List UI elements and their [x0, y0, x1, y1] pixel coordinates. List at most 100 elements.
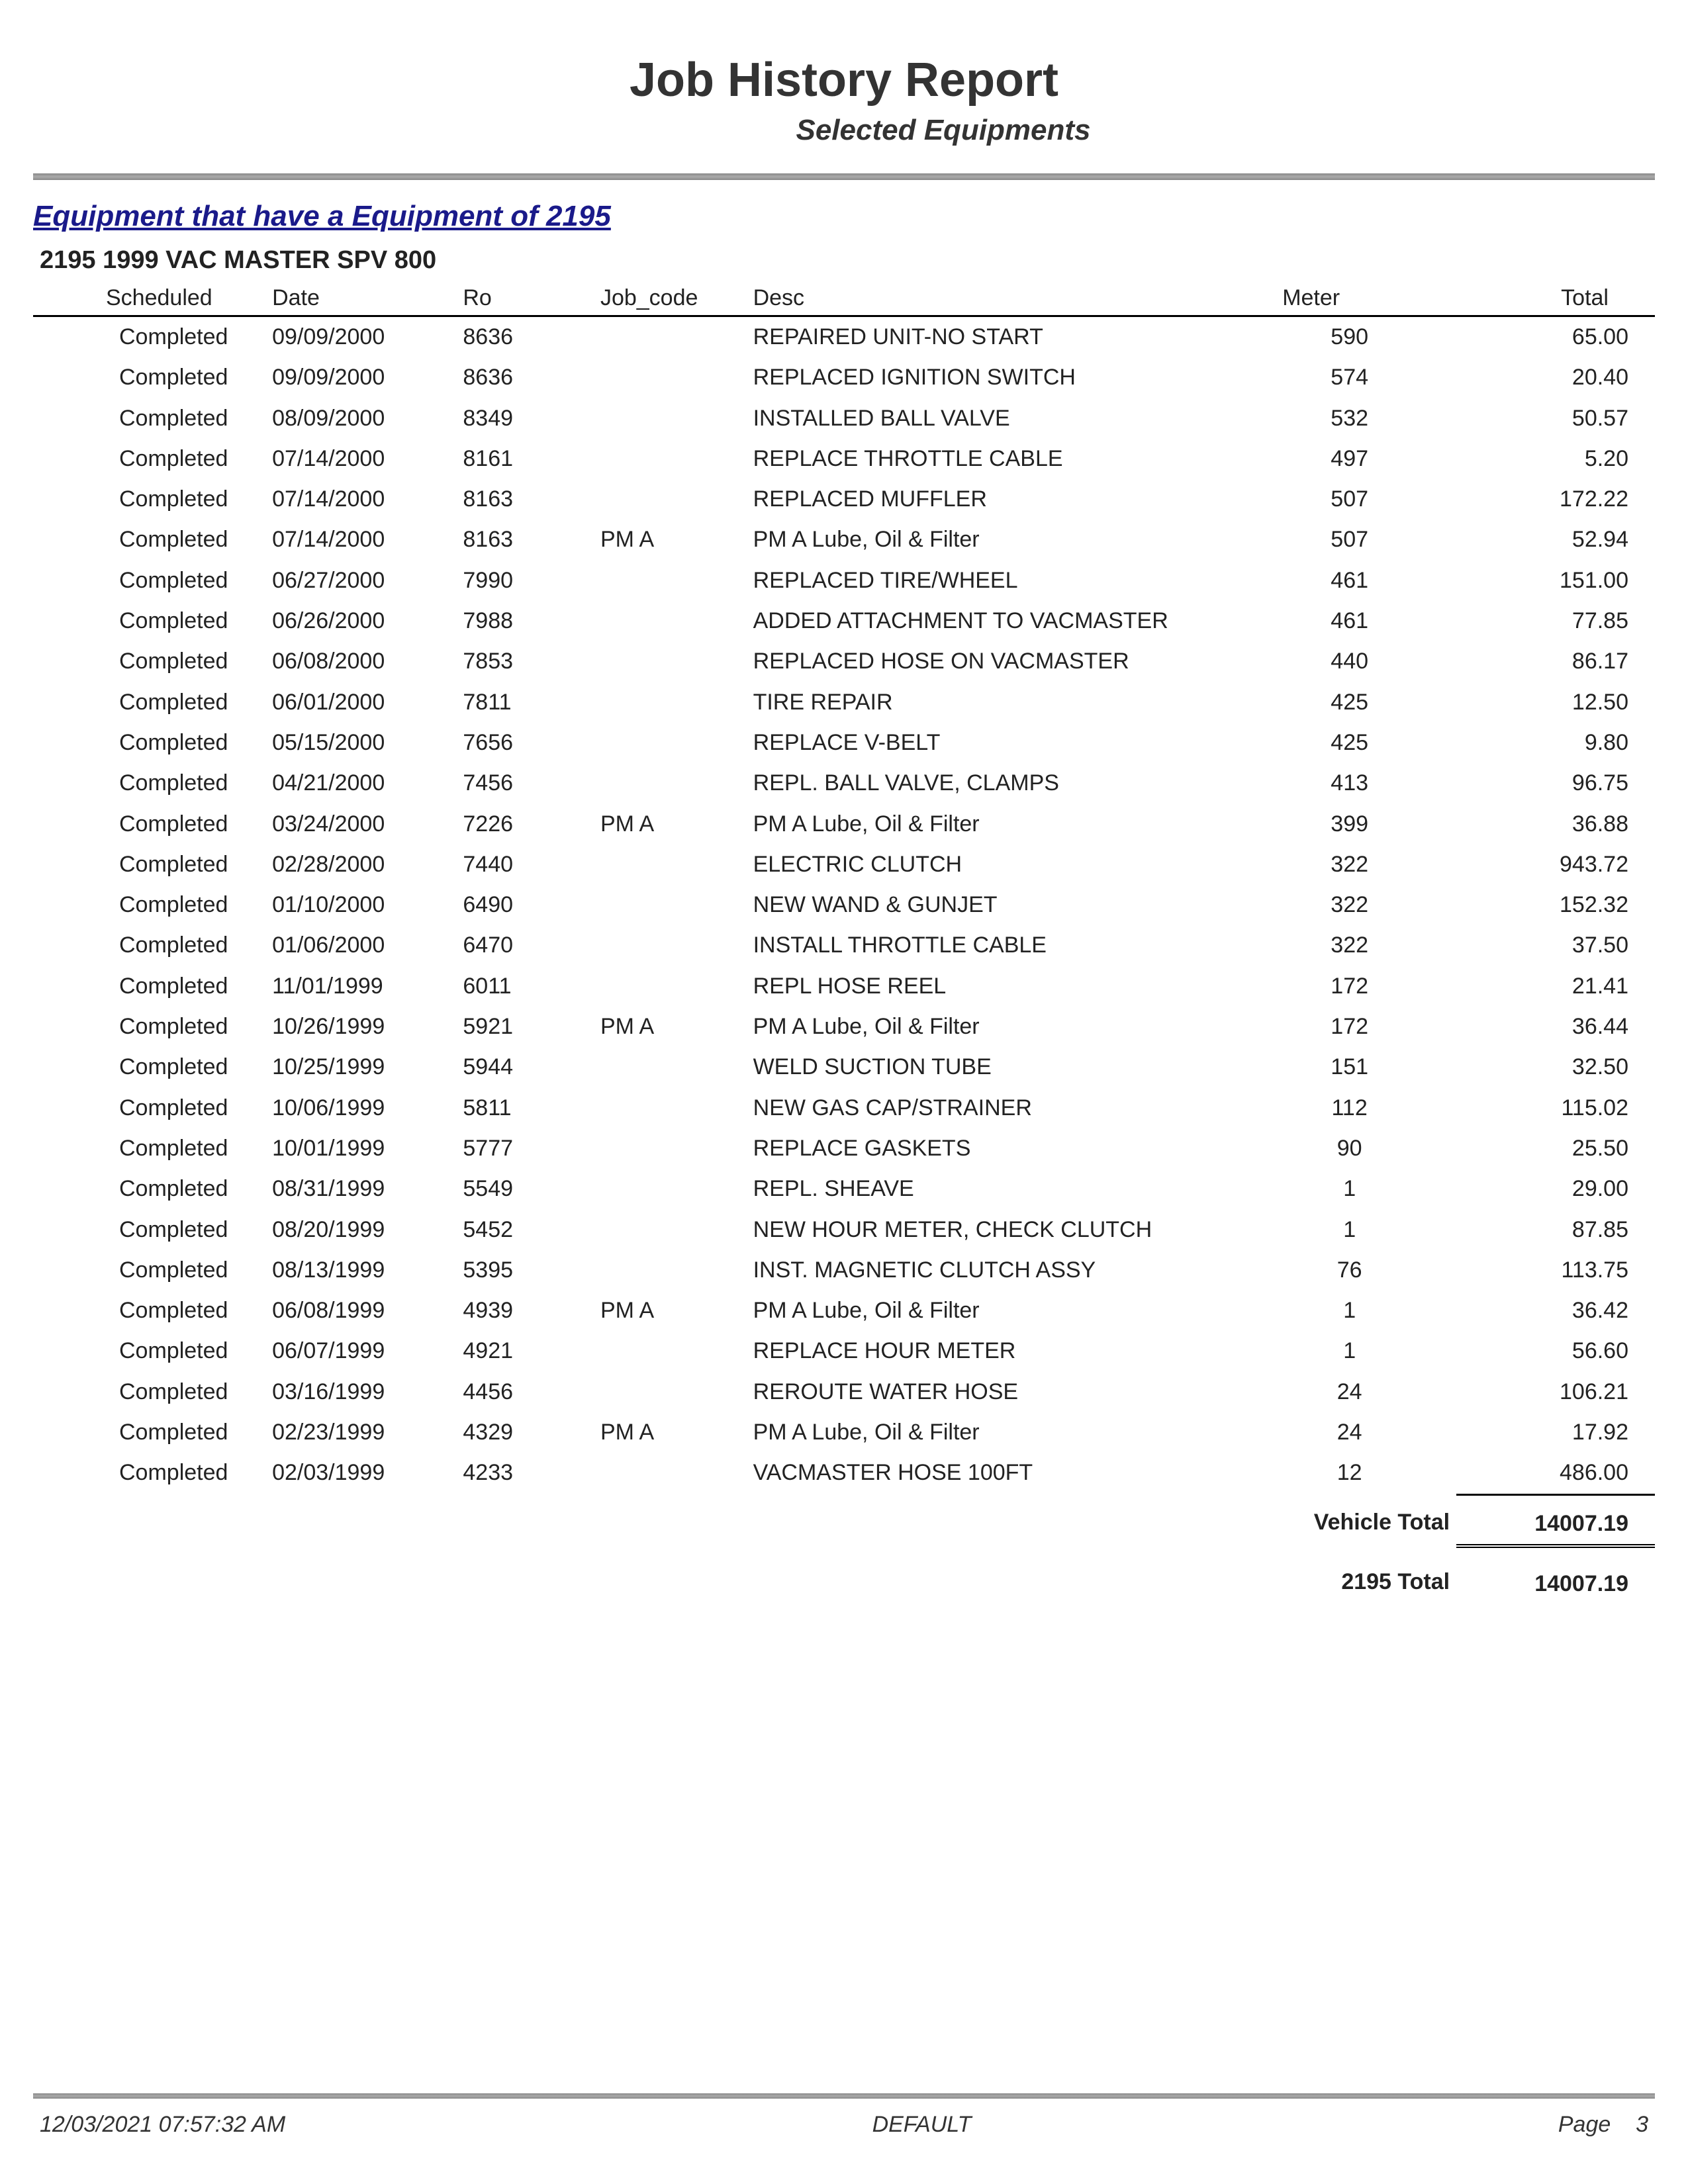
table-row: Completed11/01/19996011REPL HOSE REEL172…	[33, 966, 1655, 1007]
cell-scheduled: Completed	[33, 925, 265, 966]
job-history-table: Scheduled Date Ro Job_code Desc Meter To…	[33, 281, 1655, 1604]
cell-jobcode	[594, 398, 747, 439]
table-row: Completed02/23/19994329PM APM A Lube, Oi…	[33, 1412, 1655, 1453]
cell-jobcode	[594, 1210, 747, 1250]
cell-meter: 1	[1243, 1169, 1456, 1209]
col-meter: Meter	[1243, 281, 1456, 316]
cell-scheduled: Completed	[33, 1372, 265, 1412]
cell-ro: 4233	[456, 1453, 594, 1494]
cell-meter: 497	[1243, 439, 1456, 479]
cell-ro: 7440	[456, 844, 594, 885]
cell-total: 21.41	[1456, 966, 1655, 1007]
table-row: Completed06/01/20007811TIRE REPAIR42512.…	[33, 682, 1655, 723]
cell-total: 486.00	[1456, 1453, 1655, 1494]
cell-scheduled: Completed	[33, 1250, 265, 1291]
cell-scheduled: Completed	[33, 439, 265, 479]
table-row: Completed10/01/19995777REPLACE GASKETS90…	[33, 1128, 1655, 1169]
cell-desc: INST. MAGNETIC CLUTCH ASSY	[747, 1250, 1243, 1291]
cell-date: 02/03/1999	[265, 1453, 456, 1494]
cell-total: 9.80	[1456, 723, 1655, 763]
cell-desc: REPLACE THROTTLE CABLE	[747, 439, 1243, 479]
table-row: Completed06/26/20007988ADDED ATTACHMENT …	[33, 601, 1655, 641]
cell-jobcode	[594, 439, 747, 479]
page-footer: 12/03/2021 07:57:32 AM DEFAULT Page 3	[33, 2093, 1655, 2138]
cell-scheduled: Completed	[33, 763, 265, 803]
cell-meter: 24	[1243, 1372, 1456, 1412]
table-header-row: Scheduled Date Ro Job_code Desc Meter To…	[33, 281, 1655, 316]
cell-ro: 6470	[456, 925, 594, 966]
cell-scheduled: Completed	[33, 844, 265, 885]
cell-scheduled: Completed	[33, 1088, 265, 1128]
table-row: Completed07/14/20008163PM APM A Lube, Oi…	[33, 520, 1655, 560]
cell-jobcode	[594, 316, 747, 358]
cell-scheduled: Completed	[33, 479, 265, 520]
cell-meter: 507	[1243, 479, 1456, 520]
table-row: Completed03/24/20007226PM APM A Lube, Oi…	[33, 804, 1655, 844]
cell-date: 10/01/1999	[265, 1128, 456, 1169]
cell-ro: 5395	[456, 1250, 594, 1291]
cell-jobcode	[594, 723, 747, 763]
group-total-value: 14007.19	[1456, 1546, 1655, 1604]
table-row: Completed08/20/19995452NEW HOUR METER, C…	[33, 1210, 1655, 1250]
table-row: Completed06/08/20007853REPLACED HOSE ON …	[33, 641, 1655, 682]
cell-meter: 507	[1243, 520, 1456, 560]
group-total-row: 2195 Total 14007.19	[33, 1546, 1655, 1604]
cell-ro: 4939	[456, 1291, 594, 1331]
cell-date: 06/01/2000	[265, 682, 456, 723]
cell-meter: 532	[1243, 398, 1456, 439]
vehicle-total-value: 14007.19	[1456, 1494, 1655, 1546]
cell-desc: REPLACED IGNITION SWITCH	[747, 357, 1243, 398]
cell-jobcode: PM A	[594, 804, 747, 844]
cell-total: 87.85	[1456, 1210, 1655, 1250]
col-scheduled: Scheduled	[33, 281, 265, 316]
cell-meter: 112	[1243, 1088, 1456, 1128]
table-row: Completed02/28/20007440ELECTRIC CLUTCH32…	[33, 844, 1655, 885]
cell-total: 151.00	[1456, 561, 1655, 601]
cell-total: 106.21	[1456, 1372, 1655, 1412]
cell-ro: 8163	[456, 520, 594, 560]
cell-jobcode	[594, 357, 747, 398]
cell-jobcode	[594, 1128, 747, 1169]
cell-total: 37.50	[1456, 925, 1655, 966]
cell-meter: 399	[1243, 804, 1456, 844]
col-desc: Desc	[747, 281, 1243, 316]
footer-timestamp: 12/03/2021 07:57:32 AM	[40, 2112, 285, 2138]
cell-ro: 7988	[456, 601, 594, 641]
cell-scheduled: Completed	[33, 804, 265, 844]
cell-jobcode	[594, 1088, 747, 1128]
cell-total: 152.32	[1456, 885, 1655, 925]
cell-jobcode	[594, 925, 747, 966]
cell-ro: 7990	[456, 561, 594, 601]
cell-total: 17.92	[1456, 1412, 1655, 1453]
cell-date: 09/09/2000	[265, 357, 456, 398]
cell-scheduled: Completed	[33, 357, 265, 398]
report-page: Job History Report Selected Equipments E…	[0, 0, 1688, 1604]
cell-date: 10/06/1999	[265, 1088, 456, 1128]
cell-desc: ADDED ATTACHMENT TO VACMASTER	[747, 601, 1243, 641]
cell-meter: 425	[1243, 682, 1456, 723]
vehicle-total-row: Vehicle Total 14007.19	[33, 1494, 1655, 1546]
cell-desc: ELECTRIC CLUTCH	[747, 844, 1243, 885]
cell-scheduled: Completed	[33, 601, 265, 641]
cell-ro: 5452	[456, 1210, 594, 1250]
cell-total: 32.50	[1456, 1047, 1655, 1087]
cell-scheduled: Completed	[33, 1007, 265, 1047]
cell-scheduled: Completed	[33, 1291, 265, 1331]
table-row: Completed03/16/19994456REROUTE WATER HOS…	[33, 1372, 1655, 1412]
cell-scheduled: Completed	[33, 520, 265, 560]
cell-desc: PM A Lube, Oil & Filter	[747, 804, 1243, 844]
cell-date: 11/01/1999	[265, 966, 456, 1007]
footer-page: Page 3	[1558, 2112, 1648, 2138]
cell-scheduled: Completed	[33, 1412, 265, 1453]
cell-date: 06/08/2000	[265, 641, 456, 682]
cell-total: 36.42	[1456, 1291, 1655, 1331]
table-row: Completed06/08/19994939PM APM A Lube, Oi…	[33, 1291, 1655, 1331]
cell-jobcode: PM A	[594, 1291, 747, 1331]
cell-date: 06/07/1999	[265, 1331, 456, 1371]
cell-jobcode	[594, 966, 747, 1007]
col-jobcode: Job_code	[594, 281, 747, 316]
cell-desc: INSTALLED BALL VALVE	[747, 398, 1243, 439]
cell-meter: 76	[1243, 1250, 1456, 1291]
cell-meter: 90	[1243, 1128, 1456, 1169]
cell-ro: 7456	[456, 763, 594, 803]
